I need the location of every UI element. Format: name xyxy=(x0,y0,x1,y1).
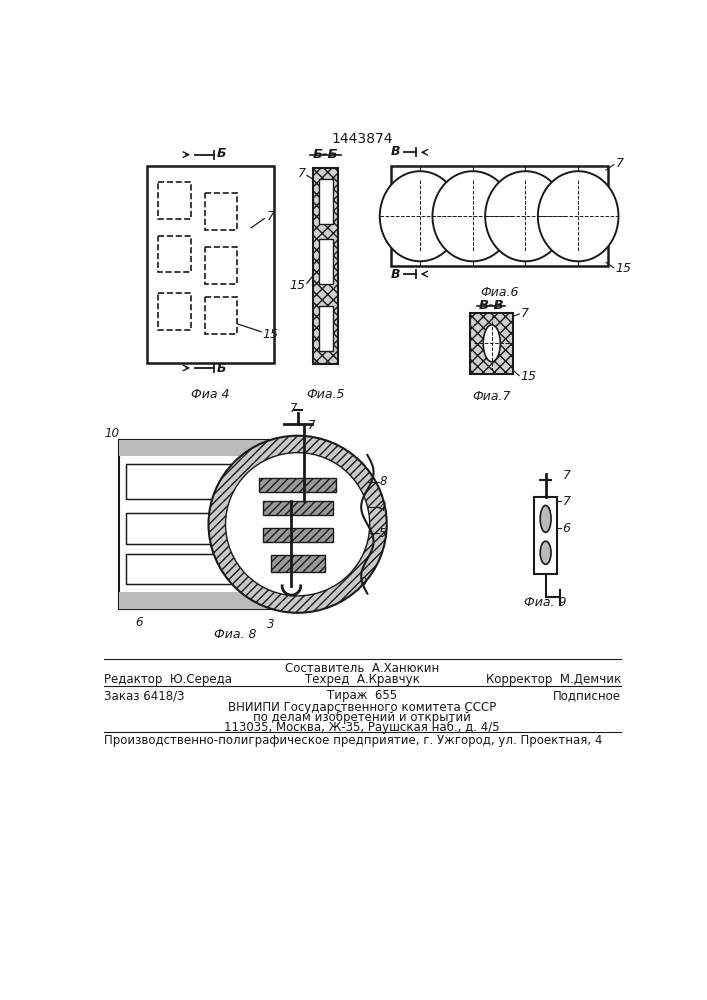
Text: Корректор  М.Демчик: Корректор М.Демчик xyxy=(486,673,621,686)
Text: 1443874: 1443874 xyxy=(331,132,392,146)
Text: В: В xyxy=(391,267,401,280)
Ellipse shape xyxy=(380,171,460,261)
Bar xyxy=(119,440,282,456)
Text: 6: 6 xyxy=(563,522,571,535)
Text: 10: 10 xyxy=(104,427,119,440)
Bar xyxy=(126,554,238,584)
Bar xyxy=(470,312,513,374)
Text: Б: Б xyxy=(217,147,226,160)
Text: 113035, Москва, Ж-35, Раушская наб., д. 4/5: 113035, Москва, Ж-35, Раушская наб., д. … xyxy=(224,721,500,734)
Bar xyxy=(271,555,325,572)
Bar xyxy=(263,501,332,515)
Bar xyxy=(146,166,274,363)
Text: Техред  А.Кравчук: Техред А.Кравчук xyxy=(305,673,419,686)
Text: Тираж  655: Тираж 655 xyxy=(327,689,397,702)
Text: В: В xyxy=(391,145,401,158)
Bar xyxy=(126,464,238,499)
Ellipse shape xyxy=(485,171,566,261)
Ellipse shape xyxy=(433,171,513,261)
Text: 15: 15 xyxy=(289,279,305,292)
Text: 5: 5 xyxy=(379,527,387,540)
Ellipse shape xyxy=(538,171,619,261)
Bar xyxy=(319,239,332,284)
Text: Заказ 6418/3: Заказ 6418/3 xyxy=(104,689,185,702)
Text: Фиа. 9: Фиа. 9 xyxy=(525,596,567,609)
Circle shape xyxy=(209,436,387,613)
Bar xyxy=(126,513,238,544)
Text: Б: Б xyxy=(217,362,226,375)
Text: 4: 4 xyxy=(379,501,387,514)
Bar xyxy=(126,513,238,544)
Text: по делам изобретений и открытий: по делам изобретений и открытий xyxy=(253,711,471,724)
Bar xyxy=(259,478,337,492)
Bar xyxy=(204,193,237,230)
Text: 8: 8 xyxy=(379,475,387,488)
Bar xyxy=(158,182,191,219)
Text: 7: 7 xyxy=(267,210,274,223)
Bar xyxy=(204,247,237,284)
Text: 7: 7 xyxy=(308,419,315,432)
Bar xyxy=(119,440,282,609)
Text: Производственно-полиграфическое предприятие, г. Ужгород, ул. Проектная, 4: Производственно-полиграфическое предприя… xyxy=(104,734,602,747)
Text: 15: 15 xyxy=(263,328,279,341)
Text: 7: 7 xyxy=(615,157,624,170)
Text: 6: 6 xyxy=(135,616,143,629)
Text: Фиа.7: Фиа.7 xyxy=(472,389,510,402)
Text: Б-Б: Б-Б xyxy=(312,148,339,161)
Bar xyxy=(313,168,338,364)
Bar xyxy=(126,554,238,584)
Text: В-В: В-В xyxy=(479,299,504,312)
Bar xyxy=(119,592,282,609)
Circle shape xyxy=(226,453,370,596)
Text: 7: 7 xyxy=(298,167,305,180)
Ellipse shape xyxy=(484,325,501,362)
Ellipse shape xyxy=(540,541,551,564)
Bar xyxy=(158,293,191,330)
Text: Фиа 4: Фиа 4 xyxy=(191,388,229,401)
Bar xyxy=(319,306,332,351)
Text: Составитель  А.Ханюкин: Составитель А.Ханюкин xyxy=(285,662,439,675)
Bar xyxy=(391,166,607,266)
Bar xyxy=(126,464,238,499)
Text: 7: 7 xyxy=(290,402,298,415)
Text: Подписное: Подписное xyxy=(553,689,621,702)
Text: Фиа.6: Фиа.6 xyxy=(480,286,518,299)
Text: Редактор  Ю.Середа: Редактор Ю.Середа xyxy=(104,673,232,686)
Text: 15: 15 xyxy=(615,262,631,275)
Bar xyxy=(263,528,332,542)
Text: Фиа. 8: Фиа. 8 xyxy=(214,628,257,641)
Text: Фиа.5: Фиа.5 xyxy=(306,388,345,401)
Text: 3: 3 xyxy=(267,618,274,631)
Text: 7: 7 xyxy=(563,469,571,482)
Text: ВНИИПИ Государственного комитета СССР: ВНИИПИ Государственного комитета СССР xyxy=(228,701,496,714)
Text: 15: 15 xyxy=(521,370,537,383)
Bar xyxy=(204,297,237,334)
Text: 9: 9 xyxy=(360,576,367,588)
Text: 7: 7 xyxy=(563,495,571,508)
Ellipse shape xyxy=(540,505,551,532)
Bar xyxy=(158,235,191,272)
Text: 7: 7 xyxy=(521,307,529,320)
Bar xyxy=(319,179,332,224)
Bar xyxy=(534,497,557,574)
